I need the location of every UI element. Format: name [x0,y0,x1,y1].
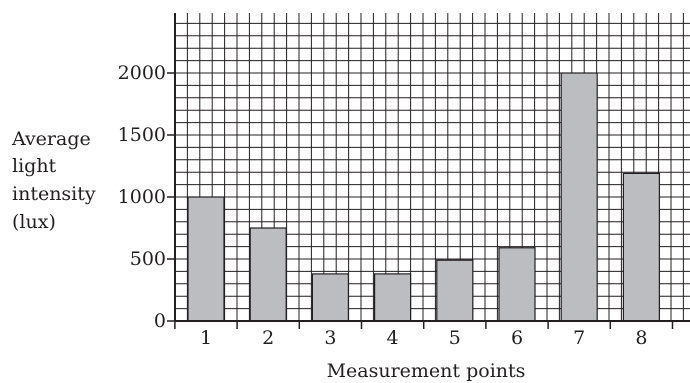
y-axis-label-line-2: light [12,155,57,177]
bars-group [187,72,661,322]
chart-axes [167,13,690,329]
bar-7 [560,72,598,322]
y-axis-label-line-4: (lux) [12,211,56,233]
x-tick-label-3: 3 [324,327,336,349]
x-tick-labels: 1 2 3 4 5 6 7 8 [200,327,647,349]
y-tick-label-1000: 1000 [118,186,166,208]
x-tick-label-2: 2 [262,327,274,349]
bar-5 [436,259,474,322]
x-tick-label-7: 7 [573,327,585,349]
y-tick-label-1500: 1500 [118,124,166,146]
y-axis-label-line-1: Average [11,128,91,150]
x-tick-label-1: 1 [200,327,212,349]
y-tick-label-2000: 2000 [118,62,166,84]
y-axis-label: Average light intensity (lux) [11,128,96,233]
y-axis-label-line-3: intensity [12,183,96,205]
x-tick-label-8: 8 [635,327,647,349]
bar-8 [622,172,661,322]
bar-3 [311,273,349,322]
x-axis-label: Measurement points [327,360,526,382]
x-tick-label-6: 6 [511,327,523,349]
y-tick-label-0: 0 [154,310,166,332]
y-tick-labels: 0 500 1000 1500 2000 [118,62,166,332]
bar-1 [187,196,225,322]
bar-2 [249,227,287,322]
x-tick-label-5: 5 [449,327,461,349]
bar-4 [374,273,412,322]
y-tick-label-500: 500 [130,248,166,270]
x-tick-label-4: 4 [387,327,399,349]
bar-6 [498,247,536,322]
